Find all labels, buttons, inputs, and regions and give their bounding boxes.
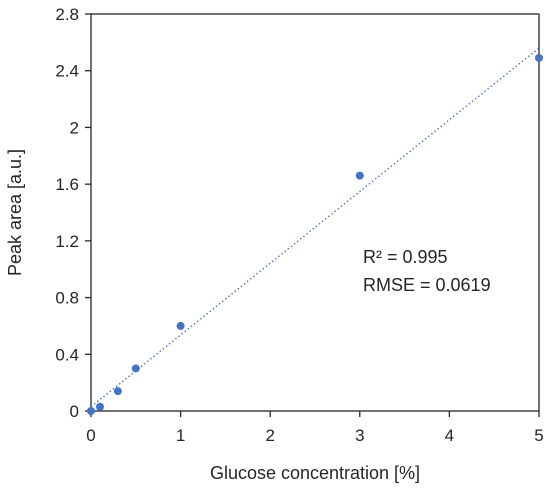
y-tick-label: 0.8 — [55, 289, 79, 308]
y-tick-label: 2.4 — [55, 62, 79, 81]
y-tick-label: 1.2 — [55, 232, 79, 251]
data-point — [176, 321, 185, 330]
data-points — [87, 53, 543, 415]
y-tick-label: 2.8 — [55, 5, 79, 24]
x-axis-title: Glucose concentration [%] — [210, 463, 420, 483]
y-tick-label: 2 — [70, 118, 79, 137]
r-squared-annotation: R² = 0.995 — [363, 247, 448, 267]
data-point — [113, 387, 122, 396]
data-point — [355, 171, 364, 180]
data-point — [535, 53, 543, 62]
plot-frame — [90, 13, 540, 412]
x-tick-label: 5 — [534, 426, 543, 445]
y-tick-label: 1.6 — [55, 175, 79, 194]
data-point — [131, 364, 140, 373]
rmse-annotation: RMSE = 0.0619 — [363, 275, 491, 295]
x-tick-label: 1 — [176, 426, 185, 445]
x-tick-label: 4 — [445, 426, 454, 445]
y-axis-title: Peak area [a.u.] — [5, 149, 25, 276]
trendline — [90, 47, 540, 408]
x-tick-label: 0 — [86, 426, 95, 445]
y-tick-label: 0 — [70, 402, 79, 421]
x-axis-ticks: 0 1 2 3 4 5 — [86, 411, 544, 445]
data-point — [95, 402, 104, 411]
y-axis-ticks: 0 0.4 0.8 1.2 1.6 2 2.4 2.8 — [55, 5, 91, 421]
data-point — [87, 407, 95, 415]
x-tick-label: 3 — [355, 426, 364, 445]
y-tick-label: 0.4 — [55, 345, 79, 364]
x-tick-label: 2 — [265, 426, 274, 445]
